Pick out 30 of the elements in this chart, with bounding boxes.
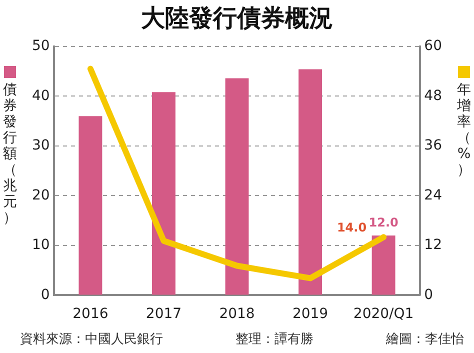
chart-title: 大陸發行債券概況 [140,3,334,34]
y2-tick-label: 0 [424,286,434,303]
bar [78,116,102,295]
x-tick-label: 2017 [146,306,182,322]
bar [372,235,396,295]
text: 繪圖：李佳怡 [386,331,464,348]
bar [225,78,249,295]
data-label: 14.0 [336,220,367,234]
y2-tick-label: 12 [424,237,442,254]
y2-tick-label: 24 [424,187,442,204]
y2-tick-label: 48 [424,88,442,104]
text: 整理：譚有勝 [236,331,314,348]
y-tick-label: 30 [32,138,50,154]
source-note: 資料來源：中國人民銀行 [20,331,163,348]
x-tick-label: 2018 [219,306,255,322]
x-tick-label: 2019 [292,306,328,322]
y-tick-label: 40 [32,88,50,104]
text: 債券發行額（兆元） [3,82,17,226]
y-tick-label: 0 [40,286,50,303]
data-label: 12.0 [368,216,398,230]
y2-tick-label: 60 [424,38,442,54]
y-tick-label: 50 [32,38,50,54]
bar [298,69,322,295]
y-tick-label: 20 [32,187,50,204]
x-tick-label: 2020/Q1 [353,306,414,322]
y-tick-label: 10 [32,237,50,254]
x-tick-label: 2016 [72,306,108,322]
y2-axis-title: 年增率（%） [457,82,471,178]
y2-tick-label: 36 [424,138,442,154]
bar [152,92,176,295]
